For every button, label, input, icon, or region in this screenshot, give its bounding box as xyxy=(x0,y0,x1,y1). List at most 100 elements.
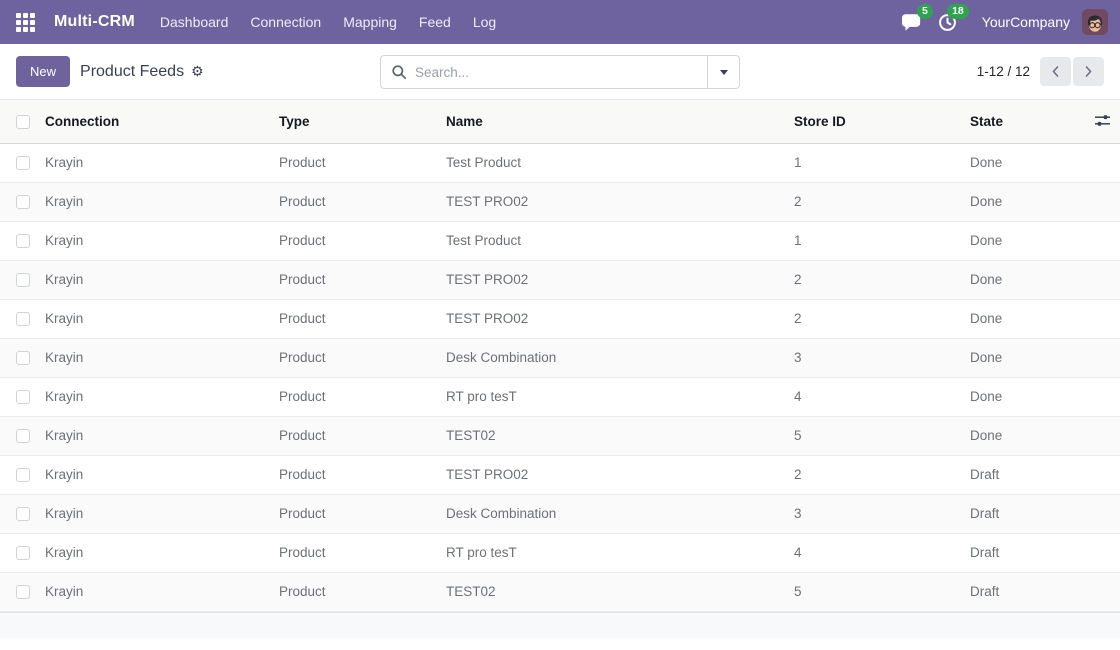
table-row[interactable]: Krayin Product RT pro tesT 4 Draft xyxy=(0,533,1120,573)
cell-name[interactable]: Test Product xyxy=(438,143,786,183)
new-button[interactable]: New xyxy=(16,56,71,87)
cell-name[interactable]: Test Product xyxy=(438,221,786,261)
cell-type[interactable]: Product xyxy=(271,494,438,534)
select-all-checkbox[interactable] xyxy=(16,114,30,129)
cell-state[interactable]: Done xyxy=(962,299,1120,339)
table-row[interactable]: Krayin Product TEST02 5 Draft xyxy=(0,572,1120,612)
cell-store-id[interactable]: 4 xyxy=(786,533,962,573)
row-checkbox[interactable] xyxy=(16,156,30,171)
row-checkbox[interactable] xyxy=(16,234,30,249)
company-name[interactable]: YourCompany xyxy=(981,14,1070,30)
cell-name[interactable]: TEST02 xyxy=(438,572,786,612)
row-checkbox[interactable] xyxy=(16,585,30,600)
cell-store-id[interactable]: 1 xyxy=(786,143,962,183)
cell-state[interactable]: Done xyxy=(962,182,1120,222)
cell-state[interactable]: Draft xyxy=(962,455,1120,495)
row-checkbox[interactable] xyxy=(16,195,30,210)
cell-connection[interactable]: Krayin xyxy=(37,455,271,495)
table-row[interactable]: Krayin Product Test Product 1 Done xyxy=(0,221,1120,261)
cell-store-id[interactable]: 2 xyxy=(786,260,962,300)
cell-connection[interactable]: Krayin xyxy=(37,494,271,534)
table-row[interactable]: Krayin Product TEST02 5 Done xyxy=(0,416,1120,456)
cell-store-id[interactable]: 2 xyxy=(786,182,962,222)
cell-connection[interactable]: Krayin xyxy=(37,377,271,417)
row-checkbox[interactable] xyxy=(16,273,30,288)
cell-state[interactable]: Done xyxy=(962,260,1120,300)
cell-store-id[interactable]: 1 xyxy=(786,221,962,261)
user-avatar[interactable] xyxy=(1082,9,1108,35)
cell-name[interactable]: TEST PRO02 xyxy=(438,260,786,300)
search-input[interactable] xyxy=(415,64,707,80)
cell-state[interactable]: Done xyxy=(962,338,1120,378)
cell-state[interactable]: Done xyxy=(962,377,1120,417)
cell-store-id[interactable]: 2 xyxy=(786,455,962,495)
cell-store-id[interactable]: 2 xyxy=(786,299,962,339)
cell-connection[interactable]: Krayin xyxy=(37,182,271,222)
cell-store-id[interactable]: 3 xyxy=(786,494,962,534)
cell-connection[interactable]: Krayin xyxy=(37,416,271,456)
menu-mapping[interactable]: Mapping xyxy=(343,14,397,30)
table-row[interactable]: Krayin Product Desk Combination 3 Draft xyxy=(0,494,1120,534)
cell-name[interactable]: TEST PRO02 xyxy=(438,182,786,222)
column-header-type[interactable]: Type xyxy=(271,100,438,144)
cell-type[interactable]: Product xyxy=(271,182,438,222)
cell-store-id[interactable]: 5 xyxy=(786,416,962,456)
cell-store-id[interactable]: 5 xyxy=(786,572,962,612)
cell-state[interactable]: Draft xyxy=(962,572,1120,612)
table-row[interactable]: Krayin Product TEST PRO02 2 Done xyxy=(0,182,1120,222)
cell-type[interactable]: Product xyxy=(271,260,438,300)
cell-type[interactable]: Product xyxy=(271,143,438,183)
cell-name[interactable]: Desk Combination xyxy=(438,338,786,378)
pager-previous-button[interactable] xyxy=(1040,57,1071,86)
cell-type[interactable]: Product xyxy=(271,572,438,612)
cell-connection[interactable]: Krayin xyxy=(37,533,271,573)
cell-type[interactable]: Product xyxy=(271,455,438,495)
menu-dashboard[interactable]: Dashboard xyxy=(159,14,229,30)
table-row[interactable]: Krayin Product TEST PRO02 2 Done xyxy=(0,260,1120,300)
cell-state[interactable]: Draft xyxy=(962,533,1120,573)
cell-connection[interactable]: Krayin xyxy=(37,260,271,300)
table-row[interactable]: Krayin Product RT pro tesT 4 Done xyxy=(0,377,1120,417)
cell-store-id[interactable]: 4 xyxy=(786,377,962,417)
table-row[interactable]: Krayin Product Desk Combination 3 Done xyxy=(0,338,1120,378)
cell-name[interactable]: TEST PRO02 xyxy=(438,299,786,339)
menu-feed[interactable]: Feed xyxy=(418,14,451,30)
row-checkbox[interactable] xyxy=(16,429,30,444)
search-filters-toggle[interactable] xyxy=(707,56,739,88)
cell-type[interactable]: Product xyxy=(271,377,438,417)
cell-store-id[interactable]: 3 xyxy=(786,338,962,378)
table-row[interactable]: Krayin Product Test Product 1 Done xyxy=(0,143,1120,183)
cell-name[interactable]: TEST02 xyxy=(438,416,786,456)
column-sliders-icon[interactable] xyxy=(1094,113,1111,128)
cell-type[interactable]: Product xyxy=(271,416,438,456)
cell-state[interactable]: Done xyxy=(962,416,1120,456)
gear-icon[interactable]: ⚙ xyxy=(191,63,204,79)
cell-type[interactable]: Product xyxy=(271,221,438,261)
apps-grid-icon[interactable] xyxy=(16,11,38,33)
cell-name[interactable]: TEST PRO02 xyxy=(438,455,786,495)
row-checkbox[interactable] xyxy=(16,351,30,366)
cell-state[interactable]: Done xyxy=(962,221,1120,261)
row-checkbox[interactable] xyxy=(16,468,30,483)
cell-connection[interactable]: Krayin xyxy=(37,143,271,183)
cell-state[interactable]: Draft xyxy=(962,494,1120,534)
row-checkbox[interactable] xyxy=(16,546,30,561)
pager-next-button[interactable] xyxy=(1073,57,1104,86)
row-checkbox[interactable] xyxy=(16,390,30,405)
table-row[interactable]: Krayin Product TEST PRO02 2 Done xyxy=(0,299,1120,339)
cell-state[interactable]: Done xyxy=(962,143,1120,183)
cell-connection[interactable]: Krayin xyxy=(37,572,271,612)
cell-name[interactable]: RT pro tesT xyxy=(438,533,786,573)
row-checkbox[interactable] xyxy=(16,312,30,327)
cell-type[interactable]: Product xyxy=(271,338,438,378)
app-brand[interactable]: Multi-CRM xyxy=(54,13,135,30)
cell-type[interactable]: Product xyxy=(271,533,438,573)
cell-type[interactable]: Product xyxy=(271,299,438,339)
menu-log[interactable]: Log xyxy=(472,14,497,30)
column-header-store-id[interactable]: Store ID xyxy=(786,100,962,144)
row-checkbox[interactable] xyxy=(16,507,30,522)
cell-connection[interactable]: Krayin xyxy=(37,338,271,378)
column-header-name[interactable]: Name xyxy=(438,100,786,144)
column-header-state[interactable]: State xyxy=(962,100,1120,144)
cell-name[interactable]: RT pro tesT xyxy=(438,377,786,417)
